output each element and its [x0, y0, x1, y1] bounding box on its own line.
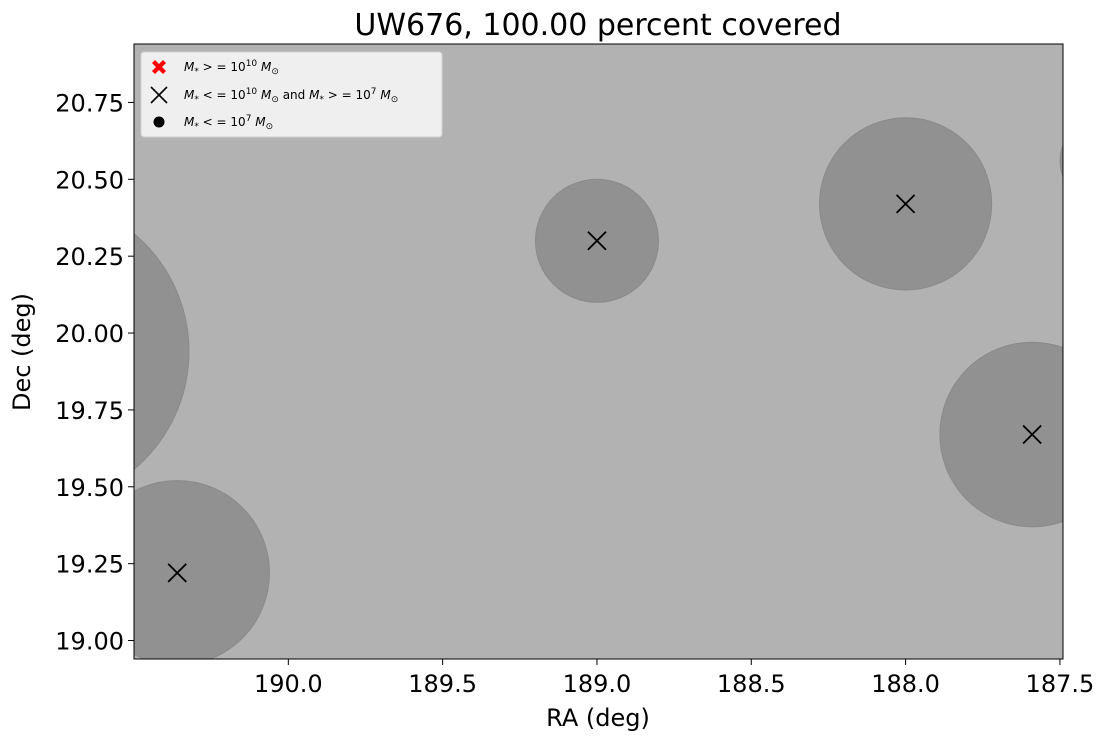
legend: M* > = 1010 M⊙ M* < = 1010 M⊙ and M* > =… — [140, 51, 443, 138]
y-tick-label-4: 20.00 — [55, 320, 124, 348]
coverage-circle-4 — [134, 233, 190, 470]
x-tick-label-0: 190.0 — [254, 670, 323, 698]
legend-marker-dwarf — [153, 116, 165, 128]
y-axis-ticks: 19.00 19.25 19.50 19.75 20.00 20.25 20.50 20.75 — [55, 89, 134, 656]
x-tick-label-3: 188.5 — [717, 670, 786, 698]
x-tick-label-5: 187.5 — [1026, 670, 1095, 698]
y-tick-label-5: 20.25 — [55, 243, 124, 271]
legend-label-dwarf: M* < = 107 M⊙ — [184, 114, 273, 132]
galaxy-marker-3 — [167, 563, 187, 583]
y-tick-label-6: 20.50 — [55, 166, 124, 194]
galaxy-marker-2 — [1022, 424, 1042, 445]
y-axis-label: Dec (deg) — [8, 293, 36, 411]
y-tick-label-2: 19.50 — [55, 474, 124, 502]
plot-frame — [133, 43, 1064, 660]
legend-marker-intermediate — [150, 86, 168, 104]
legend-label-intermediate: M* < = 1010 M⊙ and M* > = 107 M⊙ — [184, 87, 398, 105]
coverage-circle-3 — [134, 480, 270, 659]
legend-box — [140, 51, 443, 138]
chart-title: UW676, 100.00 percent covered — [354, 8, 841, 43]
galaxy-markers — [167, 194, 1042, 583]
x-tick-label-2: 189.0 — [563, 670, 632, 698]
legend-label-massive: M* > = 1010 M⊙ — [184, 59, 279, 77]
coverage-circle-2 — [939, 341, 1063, 528]
y-tick-label-1: 19.25 — [55, 551, 124, 579]
x-axis-label: RA (deg) — [546, 704, 650, 732]
y-tick-label-0: 19.00 — [55, 628, 124, 656]
y-tick-label-7: 20.75 — [55, 89, 124, 117]
x-axis-ticks: 190.0 189.5 189.0 188.5 188.0 187.5 — [254, 659, 1094, 698]
galaxy-marker-1 — [895, 194, 916, 214]
x-tick-label-1: 189.5 — [408, 670, 477, 698]
galaxy-marker-0 — [587, 231, 607, 251]
legend-marker-massive — [152, 60, 166, 74]
x-tick-label-4: 188.0 — [871, 670, 940, 698]
coverage-circle-5 — [1059, 143, 1063, 179]
y-tick-label-3: 19.75 — [55, 397, 124, 425]
